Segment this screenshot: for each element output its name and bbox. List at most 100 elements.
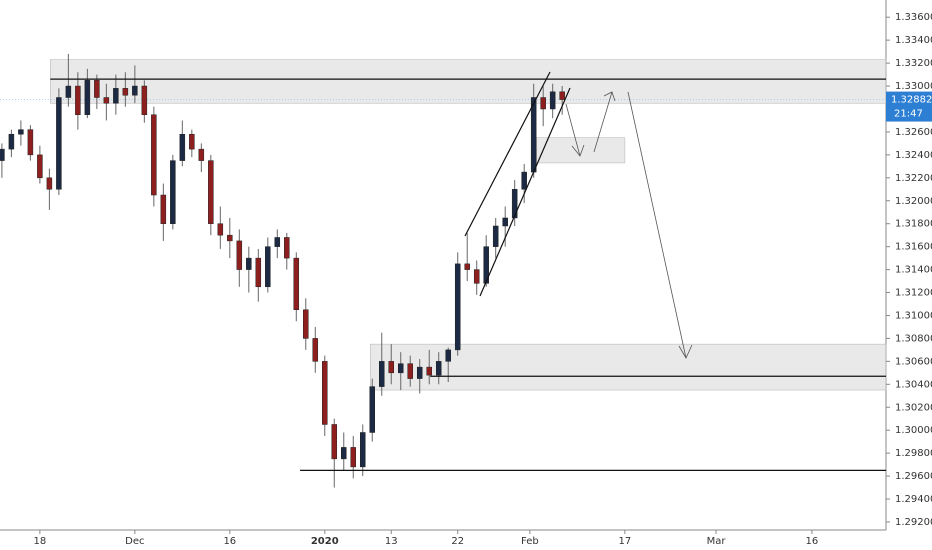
candle-body	[378, 361, 385, 387]
candle-body	[37, 154, 43, 179]
candle-body	[227, 234, 233, 242]
candle-body	[236, 240, 243, 270]
candle-body	[511, 189, 518, 219]
y-tick-label: 1.32400	[895, 150, 932, 161]
candle-body	[27, 129, 34, 156]
arrow	[565, 103, 581, 157]
channel-line	[464, 71, 551, 237]
drawings	[464, 71, 693, 359]
candle-body	[0, 148, 5, 161]
candle-body	[492, 225, 499, 247]
candle-body	[8, 133, 15, 150]
price-tag-label: 1.32882	[891, 95, 932, 106]
candle-body	[84, 80, 91, 115]
x-tick-label: 16	[806, 536, 819, 547]
y-tick-label: 1.32000	[895, 196, 932, 207]
candle-body	[65, 85, 72, 98]
candle-body	[303, 309, 309, 339]
channel-line	[479, 87, 571, 297]
y-tick-label: 1.29400	[895, 494, 932, 505]
arrow-head	[678, 344, 693, 359]
y-tick-label: 1.31800	[895, 219, 932, 230]
arrow-head	[571, 144, 585, 157]
x-tick-label: 2020	[311, 536, 339, 547]
candle-body	[322, 361, 328, 425]
y-tick-label: 1.30600	[895, 356, 932, 367]
zone	[370, 343, 887, 391]
candle-body	[56, 97, 62, 190]
x-tick-label: 18	[34, 536, 47, 547]
candle-body	[293, 257, 300, 310]
candle-body	[549, 91, 556, 110]
candle-body	[122, 88, 129, 96]
y-tick-label: 1.33400	[895, 35, 932, 46]
axes: 1.29200 1.29400 1.29600 1.29800 1.30000 1.302…	[34, 12, 932, 547]
candle-body	[360, 432, 366, 468]
candle-body	[265, 246, 271, 288]
candle-body	[46, 177, 53, 190]
candle-body	[540, 97, 546, 110]
x-tick-label: Feb	[521, 536, 539, 547]
candle-body	[331, 424, 338, 460]
candle-body	[284, 237, 290, 259]
candle-body	[473, 269, 480, 284]
y-tick-label: 1.30400	[895, 379, 932, 390]
zone	[536, 137, 626, 164]
candle-body	[416, 366, 423, 379]
x-tick-label: 17	[618, 536, 631, 547]
candle-body	[350, 447, 357, 468]
candle-body	[18, 129, 24, 135]
candle-body	[530, 97, 537, 173]
candle-body	[435, 361, 442, 376]
y-tick-label: 1.30200	[895, 402, 932, 413]
candle-body	[151, 114, 157, 196]
candle-body	[246, 257, 252, 270]
candle-body	[113, 88, 119, 104]
y-tick-label: 1.31200	[895, 288, 932, 299]
candle-body	[464, 263, 470, 270]
candle-body	[160, 194, 167, 224]
zones	[0, 59, 887, 391]
y-tick-label: 1.30800	[895, 333, 932, 344]
candle-body	[397, 363, 404, 374]
candle-body	[189, 133, 195, 150]
y-tick-label: 1.33200	[895, 58, 932, 69]
candle-body	[103, 97, 110, 104]
x-tick-label: 22	[451, 536, 464, 547]
arrow	[627, 91, 687, 359]
zone	[50, 59, 887, 104]
x-tick-label: 16	[223, 536, 236, 547]
candle-body	[521, 171, 527, 190]
candle-body	[426, 366, 432, 376]
candle-body	[75, 85, 81, 115]
candle-body	[170, 160, 176, 224]
arrow	[593, 91, 613, 153]
x-tick-label: Mar	[707, 536, 727, 547]
y-tick-label: 1.31400	[895, 265, 932, 276]
candle-body	[559, 91, 565, 100]
y-tick-label: 1.32200	[895, 173, 932, 184]
y-tick-label: 1.29200	[895, 517, 932, 528]
price-tag	[886, 91, 932, 122]
y-tick-label: 1.33000	[895, 81, 932, 92]
y-tick-label: 1.29800	[895, 448, 932, 459]
y-tick-label: 1.32600	[895, 127, 932, 138]
candle-body	[132, 85, 138, 96]
candle-body	[369, 386, 376, 433]
x-tick-label: 13	[385, 536, 398, 547]
y-tick-label: 1.29600	[895, 471, 932, 482]
candle-body	[445, 349, 451, 362]
candle-body	[198, 148, 205, 161]
candle-body	[255, 257, 262, 288]
countdown-label: 21:47	[894, 109, 923, 120]
candle-body	[341, 447, 347, 460]
candle-body	[141, 85, 148, 115]
y-tick-label: 1.30000	[895, 425, 932, 436]
candle-body	[217, 223, 224, 236]
y-tick-label: 1.31000	[895, 310, 932, 321]
candle-body	[208, 160, 214, 224]
candle-body	[483, 246, 489, 284]
candle-body	[94, 80, 100, 98]
candle-body	[274, 237, 281, 247]
